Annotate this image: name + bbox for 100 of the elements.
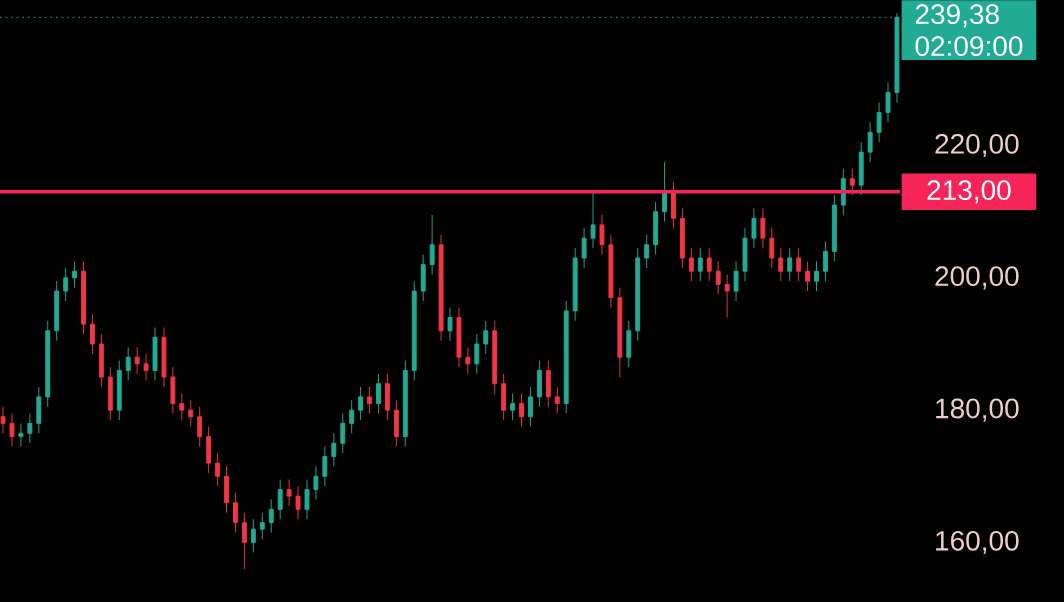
candlestick	[18, 422, 24, 447]
text: 02:09:00	[915, 36, 1023, 57]
candlestick	[483, 320, 489, 355]
candlestick	[554, 386, 560, 414]
candlestick	[358, 386, 364, 421]
candlestick	[134, 346, 140, 375]
candlestick	[331, 432, 337, 467]
candlestick	[376, 373, 381, 414]
candlestick	[778, 247, 784, 282]
candlestick	[769, 227, 775, 269]
candlestick	[814, 260, 819, 292]
candlestick	[456, 307, 462, 368]
y-tick-label: 220,00	[935, 133, 1019, 158]
candlestick	[197, 406, 203, 447]
candlestick	[563, 300, 569, 414]
candlestick	[626, 320, 632, 368]
candlestick	[411, 280, 417, 381]
candlestick	[796, 247, 802, 282]
candlestick	[116, 360, 122, 421]
candlestick	[277, 479, 283, 520]
candlestick	[81, 260, 86, 335]
candlestick	[447, 307, 453, 342]
candlestick	[599, 214, 605, 256]
candlestick	[402, 360, 408, 447]
candlestick	[733, 260, 739, 302]
candlestick	[429, 214, 435, 276]
candlestick	[474, 333, 480, 375]
candlestick	[340, 412, 346, 454]
candlestick	[241, 512, 247, 570]
candlestick	[867, 121, 873, 163]
candlestick	[206, 426, 212, 474]
candlestick	[742, 227, 748, 282]
candlestick	[823, 240, 828, 282]
candlestick	[322, 446, 328, 487]
candlestick	[161, 326, 167, 388]
candlestick	[268, 498, 274, 533]
candlestick	[805, 260, 811, 292]
candlestick	[304, 479, 310, 520]
candlestick	[45, 320, 51, 408]
candlestick	[259, 512, 265, 540]
candlestick	[545, 360, 551, 408]
candlestick	[519, 393, 524, 428]
y-tick-label: 200,00	[935, 266, 1019, 290]
candlestick	[143, 353, 149, 381]
candlestick	[876, 102, 882, 143]
candlestick	[438, 234, 444, 342]
candlestick	[715, 260, 721, 295]
candlestick	[54, 280, 60, 342]
candlestick	[36, 386, 42, 434]
candlestick	[751, 207, 757, 249]
candlestick	[760, 207, 766, 249]
candlestick	[98, 333, 104, 388]
candlestick	[679, 207, 685, 269]
candlestick	[697, 247, 703, 282]
candlestick	[393, 399, 399, 447]
ref-line-label: 213,00	[927, 180, 1011, 204]
candlestick	[367, 386, 372, 414]
candlestick	[63, 267, 69, 302]
candlestick	[885, 82, 891, 123]
candlestick	[644, 234, 650, 269]
candlestick	[536, 360, 542, 408]
candlestick	[492, 320, 498, 395]
candlestick	[581, 227, 587, 269]
candlestick	[224, 465, 229, 514]
candlestick	[179, 393, 185, 421]
candlestick	[688, 247, 694, 282]
candlestick	[787, 247, 793, 282]
candlestick	[152, 326, 158, 381]
candlestick	[349, 399, 355, 434]
candlestick	[635, 247, 641, 342]
candlestick	[617, 287, 623, 378]
candlestick	[590, 191, 596, 249]
candlestick	[90, 313, 95, 355]
y-tick-label: 180,00	[936, 398, 1019, 422]
candlestick	[215, 452, 221, 487]
candlestick	[465, 346, 471, 375]
candlestick	[313, 465, 319, 500]
candlestick	[385, 373, 390, 421]
candlestick	[662, 161, 667, 223]
candlestick	[420, 254, 426, 302]
candlestick	[170, 366, 176, 414]
candlestick	[510, 393, 516, 421]
candlestick	[501, 373, 507, 421]
candlestick	[653, 201, 659, 256]
candlestick	[831, 194, 837, 262]
candlestick	[608, 234, 614, 309]
candlestick	[9, 412, 15, 447]
candlestick	[706, 247, 712, 282]
candlestick	[188, 399, 194, 428]
candlestick	[250, 518, 256, 553]
ref-line-label: 239,38	[915, 4, 999, 28]
candlestick	[724, 274, 730, 318]
candlestick	[528, 386, 533, 428]
candlestick	[233, 492, 238, 533]
candlestick	[107, 366, 113, 421]
candlestick	[295, 485, 301, 520]
candlestick	[72, 260, 77, 289]
candlestick	[0, 406, 6, 434]
candlestick	[27, 412, 33, 444]
candlestick	[125, 346, 131, 381]
